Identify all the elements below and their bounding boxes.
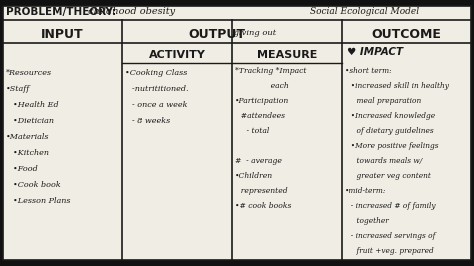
Text: •increased skill in healthy: •increased skill in healthy	[346, 82, 449, 90]
Text: towards meals w/: towards meals w/	[347, 157, 423, 165]
Text: •Health Ed: •Health Ed	[8, 101, 59, 109]
Text: •More positive feelings: •More positive feelings	[346, 142, 439, 150]
Text: meal preparation: meal preparation	[347, 97, 422, 105]
Text: •Children: •Children	[235, 172, 273, 180]
Text: •Increased knowledge: •Increased knowledge	[346, 112, 435, 120]
Text: •Staff: •Staff	[6, 85, 30, 93]
Text: INPUT: INPUT	[41, 28, 84, 41]
Text: OUTPUT: OUTPUT	[189, 28, 246, 41]
Text: fruit +veg. prepared: fruit +veg. prepared	[347, 247, 434, 255]
Text: childhood obesity: childhood obesity	[85, 7, 175, 16]
Text: - increased # of family: - increased # of family	[346, 202, 436, 210]
Text: •mid-term:: •mid-term:	[345, 187, 386, 195]
Text: #attendees: #attendees	[236, 112, 285, 120]
Text: ♥ IMPACT: ♥ IMPACT	[347, 47, 403, 57]
Text: •Dietician: •Dietician	[8, 117, 54, 125]
Text: Social Ecological Model: Social Ecological Model	[310, 7, 419, 16]
Text: each: each	[235, 82, 289, 90]
Text: giving out: giving out	[231, 29, 276, 37]
Text: #  - average: # - average	[235, 157, 282, 165]
Text: *Resources: *Resources	[6, 69, 52, 77]
Text: •Kitchen: •Kitchen	[8, 149, 49, 157]
Text: *Tracking *Impact: *Tracking *Impact	[235, 67, 307, 75]
Text: •Materials: •Materials	[6, 133, 49, 141]
Text: greater veg content: greater veg content	[347, 172, 431, 180]
Text: - increased servings of: - increased servings of	[346, 232, 436, 240]
Text: together: together	[347, 217, 389, 225]
Text: OUTCOME: OUTCOME	[372, 28, 441, 41]
Text: •Lesson Plans: •Lesson Plans	[8, 197, 71, 205]
Text: - total: - total	[237, 127, 270, 135]
Text: MEASURE: MEASURE	[257, 50, 317, 60]
Text: •Food: •Food	[8, 165, 38, 173]
Text: •short term:: •short term:	[345, 67, 392, 75]
Bar	[0, 0, 474, 6]
Text: - once a week: - once a week	[127, 101, 188, 109]
Text: •Cook book: •Cook book	[8, 181, 61, 189]
Text: of dietary guidelines: of dietary guidelines	[347, 127, 434, 135]
Bar	[0, 260, 474, 266]
Text: •Participation: •Participation	[235, 97, 289, 105]
Text: ACTIVITY: ACTIVITY	[148, 50, 205, 60]
Text: •# cook books: •# cook books	[235, 202, 292, 210]
Text: •Cooking Class: •Cooking Class	[125, 69, 187, 77]
Text: represented: represented	[236, 187, 288, 195]
Text: - 8 weeks: - 8 weeks	[127, 117, 170, 125]
Text: PROBLEM/THEORY:: PROBLEM/THEORY:	[6, 7, 116, 17]
Text: -nutrititioned.: -nutrititioned.	[127, 85, 189, 93]
